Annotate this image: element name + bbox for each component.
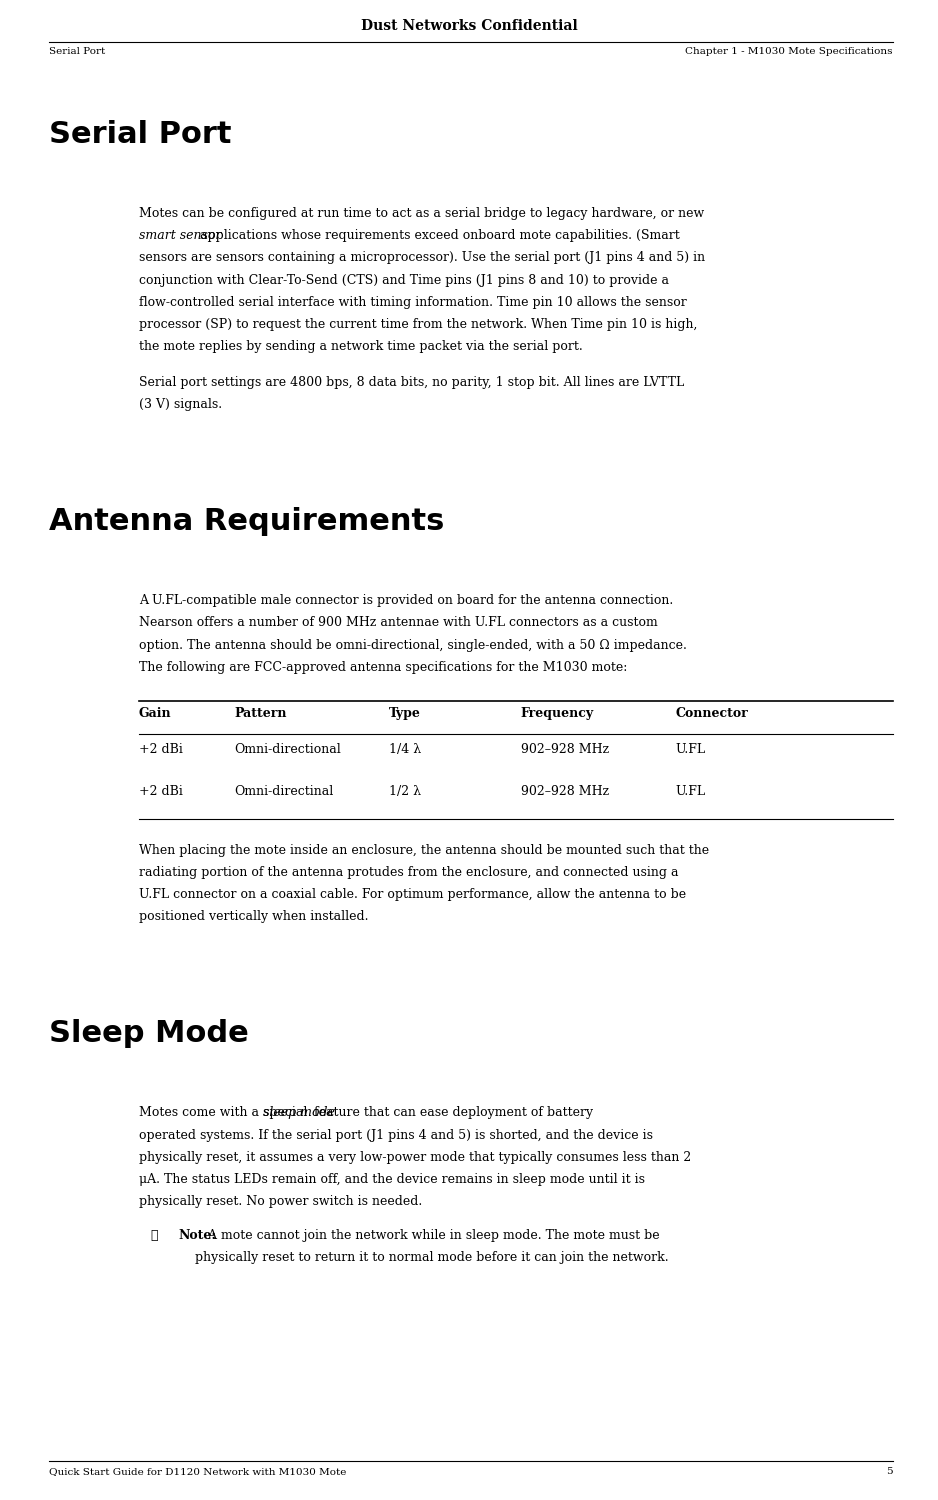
Text: feature that can ease deployment of battery: feature that can ease deployment of batt…	[310, 1107, 594, 1119]
Text: Nearson offers a number of 900 MHz antennae with U.FL connectors as a custom: Nearson offers a number of 900 MHz anten…	[139, 616, 658, 630]
Text: Quick Start Guide for D1120 Network with M1030 Mote: Quick Start Guide for D1120 Network with…	[49, 1467, 346, 1476]
Text: When placing the mote inside an enclosure, the antenna should be mounted such th: When placing the mote inside an enclosur…	[139, 843, 709, 856]
Text: A mote cannot join the network while in sleep mode. The mote must be: A mote cannot join the network while in …	[204, 1228, 660, 1242]
Text: Omni-directional: Omni-directional	[234, 742, 341, 756]
Text: A U.FL-compatible male connector is provided on board for the antenna connection: A U.FL-compatible male connector is prov…	[139, 594, 673, 608]
Text: The following are FCC-approved antenna specifications for the M1030 mote:: The following are FCC-approved antenna s…	[139, 660, 628, 674]
Text: +2 dBi: +2 dBi	[139, 784, 183, 798]
Text: conjunction with Clear-To-Send (CTS) and Time pins (J1 pins 8 and 10) to provide: conjunction with Clear-To-Send (CTS) and…	[139, 273, 669, 286]
Text: smart sensor: smart sensor	[139, 230, 221, 242]
Text: Serial Port: Serial Port	[49, 46, 105, 56]
Text: flow-controlled serial interface with timing information. Time pin 10 allows the: flow-controlled serial interface with ti…	[139, 296, 687, 309]
Text: Type: Type	[389, 706, 421, 720]
Text: U.FL connector on a coaxial cable. For optimum performance, allow the antenna to: U.FL connector on a coaxial cable. For o…	[139, 888, 686, 902]
Text: the mote replies by sending a network time packet via the serial port.: the mote replies by sending a network ti…	[139, 340, 582, 352]
Text: 902–928 MHz: 902–928 MHz	[521, 784, 609, 798]
Text: sleep mode: sleep mode	[263, 1107, 335, 1119]
Text: physically reset. No power switch is needed.: physically reset. No power switch is nee…	[139, 1196, 422, 1208]
Text: Sleep Mode: Sleep Mode	[49, 1020, 249, 1048]
Text: (3 V) signals.: (3 V) signals.	[139, 398, 222, 411]
Text: radiating portion of the antenna protudes from the enclosure, and connected usin: radiating portion of the antenna protude…	[139, 865, 678, 879]
Text: U.FL: U.FL	[675, 742, 705, 756]
Text: ⎙: ⎙	[150, 1228, 158, 1242]
Text: Gain: Gain	[139, 706, 172, 720]
Text: Motes can be configured at run time to act as a serial bridge to legacy hardware: Motes can be configured at run time to a…	[139, 207, 704, 220]
Text: Serial Port: Serial Port	[49, 120, 232, 148]
Text: Omni-directinal: Omni-directinal	[234, 784, 334, 798]
Text: Frequency: Frequency	[521, 706, 594, 720]
Text: Chapter 1 - M1030 Mote Specifications: Chapter 1 - M1030 Mote Specifications	[686, 46, 893, 56]
Text: physically reset, it assumes a very low-power mode that typically consumes less : physically reset, it assumes a very low-…	[139, 1150, 691, 1164]
Text: operated systems. If the serial port (J1 pins 4 and 5) is shorted, and the devic: operated systems. If the serial port (J1…	[139, 1128, 653, 1142]
Text: option. The antenna should be omni-directional, single-ended, with a 50 Ω impeda: option. The antenna should be omni-direc…	[139, 639, 687, 651]
Text: 1/4 λ: 1/4 λ	[389, 742, 421, 756]
Text: Pattern: Pattern	[234, 706, 287, 720]
Text: 902–928 MHz: 902–928 MHz	[521, 742, 609, 756]
Text: positioned vertically when installed.: positioned vertically when installed.	[139, 910, 369, 922]
Text: U.FL: U.FL	[675, 784, 705, 798]
Text: Note:: Note:	[178, 1228, 217, 1242]
Text: processor (SP) to request the current time from the network. When Time pin 10 is: processor (SP) to request the current ti…	[139, 318, 697, 332]
Text: Dust Networks Confidential: Dust Networks Confidential	[360, 20, 578, 33]
Text: 1/2 λ: 1/2 λ	[389, 784, 421, 798]
Text: μA. The status LEDs remain off, and the device remains in sleep mode until it is: μA. The status LEDs remain off, and the …	[139, 1173, 644, 1186]
Text: Motes come with a special: Motes come with a special	[139, 1107, 311, 1119]
Text: +2 dBi: +2 dBi	[139, 742, 183, 756]
Text: physically reset to return it to normal mode before it can join the network.: physically reset to return it to normal …	[195, 1251, 669, 1263]
Text: Connector: Connector	[675, 706, 749, 720]
Text: applications whose requirements exceed onboard mote capabilities. (Smart: applications whose requirements exceed o…	[196, 230, 680, 242]
Text: Serial port settings are 4800 bps, 8 data bits, no parity, 1 stop bit. All lines: Serial port settings are 4800 bps, 8 dat…	[139, 375, 684, 388]
Text: Antenna Requirements: Antenna Requirements	[49, 507, 445, 536]
Text: sensors are sensors containing a microprocessor). Use the serial port (J1 pins 4: sensors are sensors containing a micropr…	[139, 252, 705, 264]
Text: 5: 5	[886, 1467, 893, 1476]
